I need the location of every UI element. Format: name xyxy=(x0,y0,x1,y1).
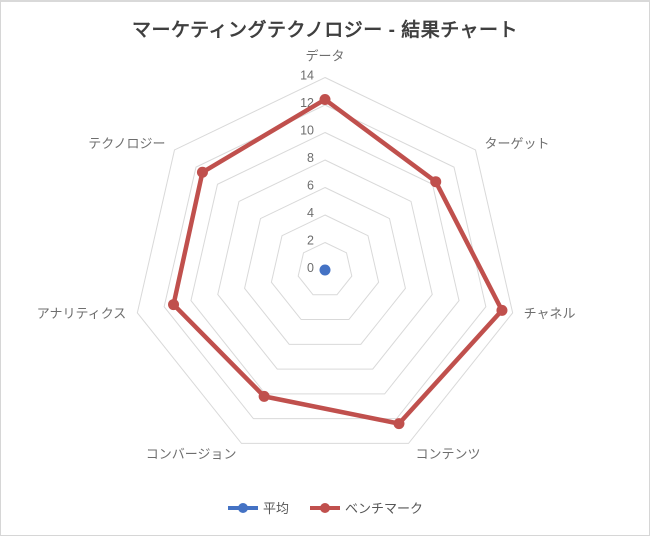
radial-tick-label: 2 xyxy=(307,234,314,248)
legend-label-benchmark: ベンチマーク xyxy=(345,501,424,516)
series-marker-benchmark xyxy=(319,94,331,105)
grid-ring xyxy=(297,241,353,296)
axis-label-0: データ xyxy=(305,49,344,64)
series-marker-average xyxy=(319,264,331,276)
series-marker-benchmark xyxy=(496,304,508,316)
series-line-benchmark xyxy=(171,97,505,426)
chart-title: マーケティングテクノロジー - 結果チャート xyxy=(131,20,519,41)
legend: 平均 ベンチマーク xyxy=(1,498,649,517)
axis-label-4: コンバージョン xyxy=(146,446,237,461)
series-marker-benchmark xyxy=(196,166,208,178)
grid-ring xyxy=(190,131,460,395)
axis-label-1: ターゲット xyxy=(485,136,550,151)
axis-label-3: コンテンツ xyxy=(416,446,481,461)
axis-label-5: アナリティクス xyxy=(37,306,127,321)
radial-tick-label: 10 xyxy=(300,124,314,138)
radial-tick-label: 14 xyxy=(300,69,314,83)
grid-ring xyxy=(270,214,380,321)
axis-label-2: チャネル xyxy=(524,306,576,321)
legend-label-average: 平均 xyxy=(262,501,289,516)
radial-tick-label: 8 xyxy=(307,151,314,165)
legend-item-average[interactable]: 平均 xyxy=(227,498,289,517)
radial-tick-label: 4 xyxy=(307,206,314,220)
radial-tick-label: 6 xyxy=(307,179,314,193)
grid-ring xyxy=(136,76,514,444)
legend-item-benchmark[interactable]: ベンチマーク xyxy=(309,498,423,517)
axis-label-6: テクノロジー xyxy=(88,136,165,151)
series-marker-benchmark xyxy=(168,299,180,311)
grid-ring xyxy=(244,186,406,345)
grid-ring xyxy=(217,159,433,370)
series-marker-benchmark xyxy=(393,418,405,430)
series-marker-benchmark xyxy=(258,390,270,402)
radial-tick-label: 0 xyxy=(307,261,314,275)
series-marker-benchmark xyxy=(430,176,442,188)
legend-marker-benchmark-icon xyxy=(310,502,340,513)
grid-ring xyxy=(163,104,487,420)
legend-marker-average-icon xyxy=(227,502,258,513)
